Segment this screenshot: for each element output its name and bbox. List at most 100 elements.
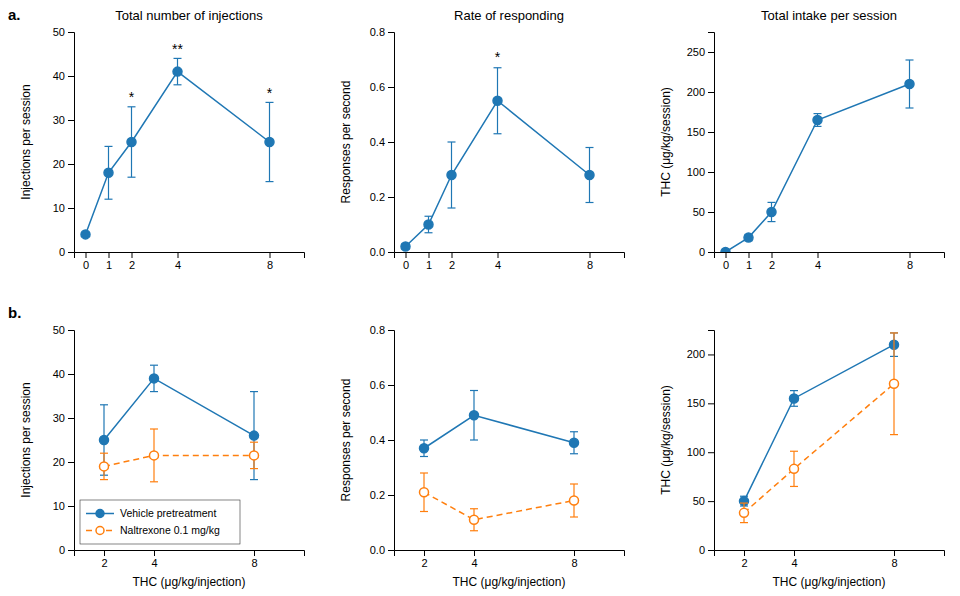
- y-tick-mark: [68, 418, 74, 419]
- x-tick: 2: [101, 550, 107, 569]
- chart-title: Rate of responding: [454, 8, 564, 23]
- y-tick: 20: [53, 456, 74, 468]
- x-tick-label: 1: [106, 259, 112, 271]
- legend-box: [80, 500, 240, 544]
- panel-label: a.: [8, 6, 21, 23]
- error-bar-cap: [150, 481, 158, 482]
- y-tick-label: 50: [693, 495, 705, 507]
- error-bar: [105, 146, 113, 199]
- y-axis-title: Responses per second: [339, 81, 353, 204]
- error-bar-cap: [470, 508, 478, 509]
- point: [401, 242, 410, 251]
- x-tick-mark: [726, 252, 727, 258]
- x-tick: 8: [891, 550, 897, 569]
- error-bar-cap: [768, 202, 776, 203]
- y-axis-line: [68, 331, 75, 551]
- error-bar: [814, 114, 822, 127]
- error-bar-cap: [420, 439, 428, 440]
- x-tick-mark: [744, 550, 745, 556]
- plot-area: [740, 333, 899, 523]
- x-axis-title: THC (μg/kg/injection): [453, 575, 566, 589]
- x-tick: 2: [741, 550, 747, 569]
- series-line: [104, 378, 254, 440]
- error-bar-cap: [570, 431, 578, 432]
- error-bar: [790, 451, 798, 486]
- x-tick-label: 1: [746, 259, 752, 271]
- error-bar-cap: [790, 390, 798, 391]
- legend-item: Naltrexone 0.1 mg/kg: [86, 524, 220, 536]
- figure: 0124801020304050****Total number of inje…: [0, 0, 960, 596]
- point: [100, 436, 109, 445]
- y-tick-mark: [68, 506, 74, 507]
- y-tick: 100: [687, 446, 714, 458]
- error-bar-cap: [494, 133, 502, 134]
- x-axis-line: [75, 253, 305, 259]
- error-bar-cap: [790, 451, 798, 452]
- legend-swatch-marker: [96, 510, 104, 518]
- x-axis: 01248: [395, 252, 625, 271]
- y-tick-label: 0.4: [370, 434, 385, 446]
- x-axis-line: [715, 551, 945, 557]
- x-tick-label: 2: [741, 557, 747, 569]
- error-bar-cap: [128, 177, 136, 178]
- error-bar-cap: [890, 434, 898, 435]
- error-bar: [250, 442, 258, 468]
- point: [250, 431, 259, 440]
- x-tick: 1: [426, 252, 432, 271]
- x-axis-line: [75, 551, 305, 557]
- y-tick-label: 150: [687, 126, 705, 138]
- y-tick-mark: [68, 32, 74, 33]
- x-tick-mark: [178, 252, 179, 258]
- point: [744, 233, 753, 242]
- y-tick: 100: [687, 166, 714, 178]
- error-bar: [470, 391, 478, 441]
- y-tick-label: 250: [687, 46, 705, 58]
- y-tick-mark: [388, 252, 394, 253]
- annotation: *: [495, 49, 501, 65]
- error-bar: [586, 148, 594, 203]
- y-tick-label: 40: [53, 70, 65, 82]
- y-tick: 10: [53, 202, 74, 214]
- x-tick-label: 8: [251, 557, 257, 569]
- series: [420, 391, 579, 457]
- x-axis: 01248: [715, 252, 945, 271]
- error-bar-cap: [425, 216, 433, 217]
- y-tick-mark: [388, 330, 394, 331]
- series-line: [744, 345, 894, 501]
- panel-label: b.: [8, 304, 21, 321]
- x-tick-label: 2: [101, 557, 107, 569]
- error-bar: [768, 202, 776, 221]
- x-tick-mark: [452, 252, 453, 258]
- y-tick: 0: [699, 544, 714, 556]
- x-tick: 4: [791, 550, 797, 569]
- y-tick-label: 0.0: [370, 544, 385, 556]
- error-bar-cap: [586, 147, 594, 148]
- series: [401, 68, 594, 251]
- error-bar-cap: [100, 404, 108, 405]
- error-bar-cap: [266, 102, 274, 103]
- error-bar-cap: [906, 107, 914, 108]
- error-bar-cap: [266, 181, 274, 182]
- y-tick: 0.6: [370, 379, 394, 391]
- x-tick-mark: [270, 252, 271, 258]
- error-bar: [420, 473, 428, 512]
- y-tick: 200: [687, 348, 714, 360]
- error-bar-cap: [906, 59, 914, 60]
- error-bar-cap: [250, 391, 258, 392]
- y-tick-mark: [68, 252, 74, 253]
- error-bar: [890, 333, 898, 435]
- series: [420, 473, 579, 531]
- plot-area: [401, 68, 594, 251]
- x-tick-label: 0: [403, 259, 409, 271]
- y-tick-label: 50: [693, 206, 705, 218]
- legend-label: Vehicle pretreatment: [120, 507, 216, 519]
- y-tick-mark: [708, 212, 714, 213]
- point: [150, 451, 159, 460]
- error-bar-cap: [790, 486, 798, 487]
- x-tick: 1: [746, 252, 752, 271]
- legend: Vehicle pretreatment Naltrexone 0.1 mg/kg: [80, 500, 240, 544]
- x-tick-mark: [498, 252, 499, 258]
- y-tick: 30: [53, 412, 74, 424]
- y-tick: 0.4: [370, 136, 394, 148]
- x-tick-label: 4: [151, 557, 157, 569]
